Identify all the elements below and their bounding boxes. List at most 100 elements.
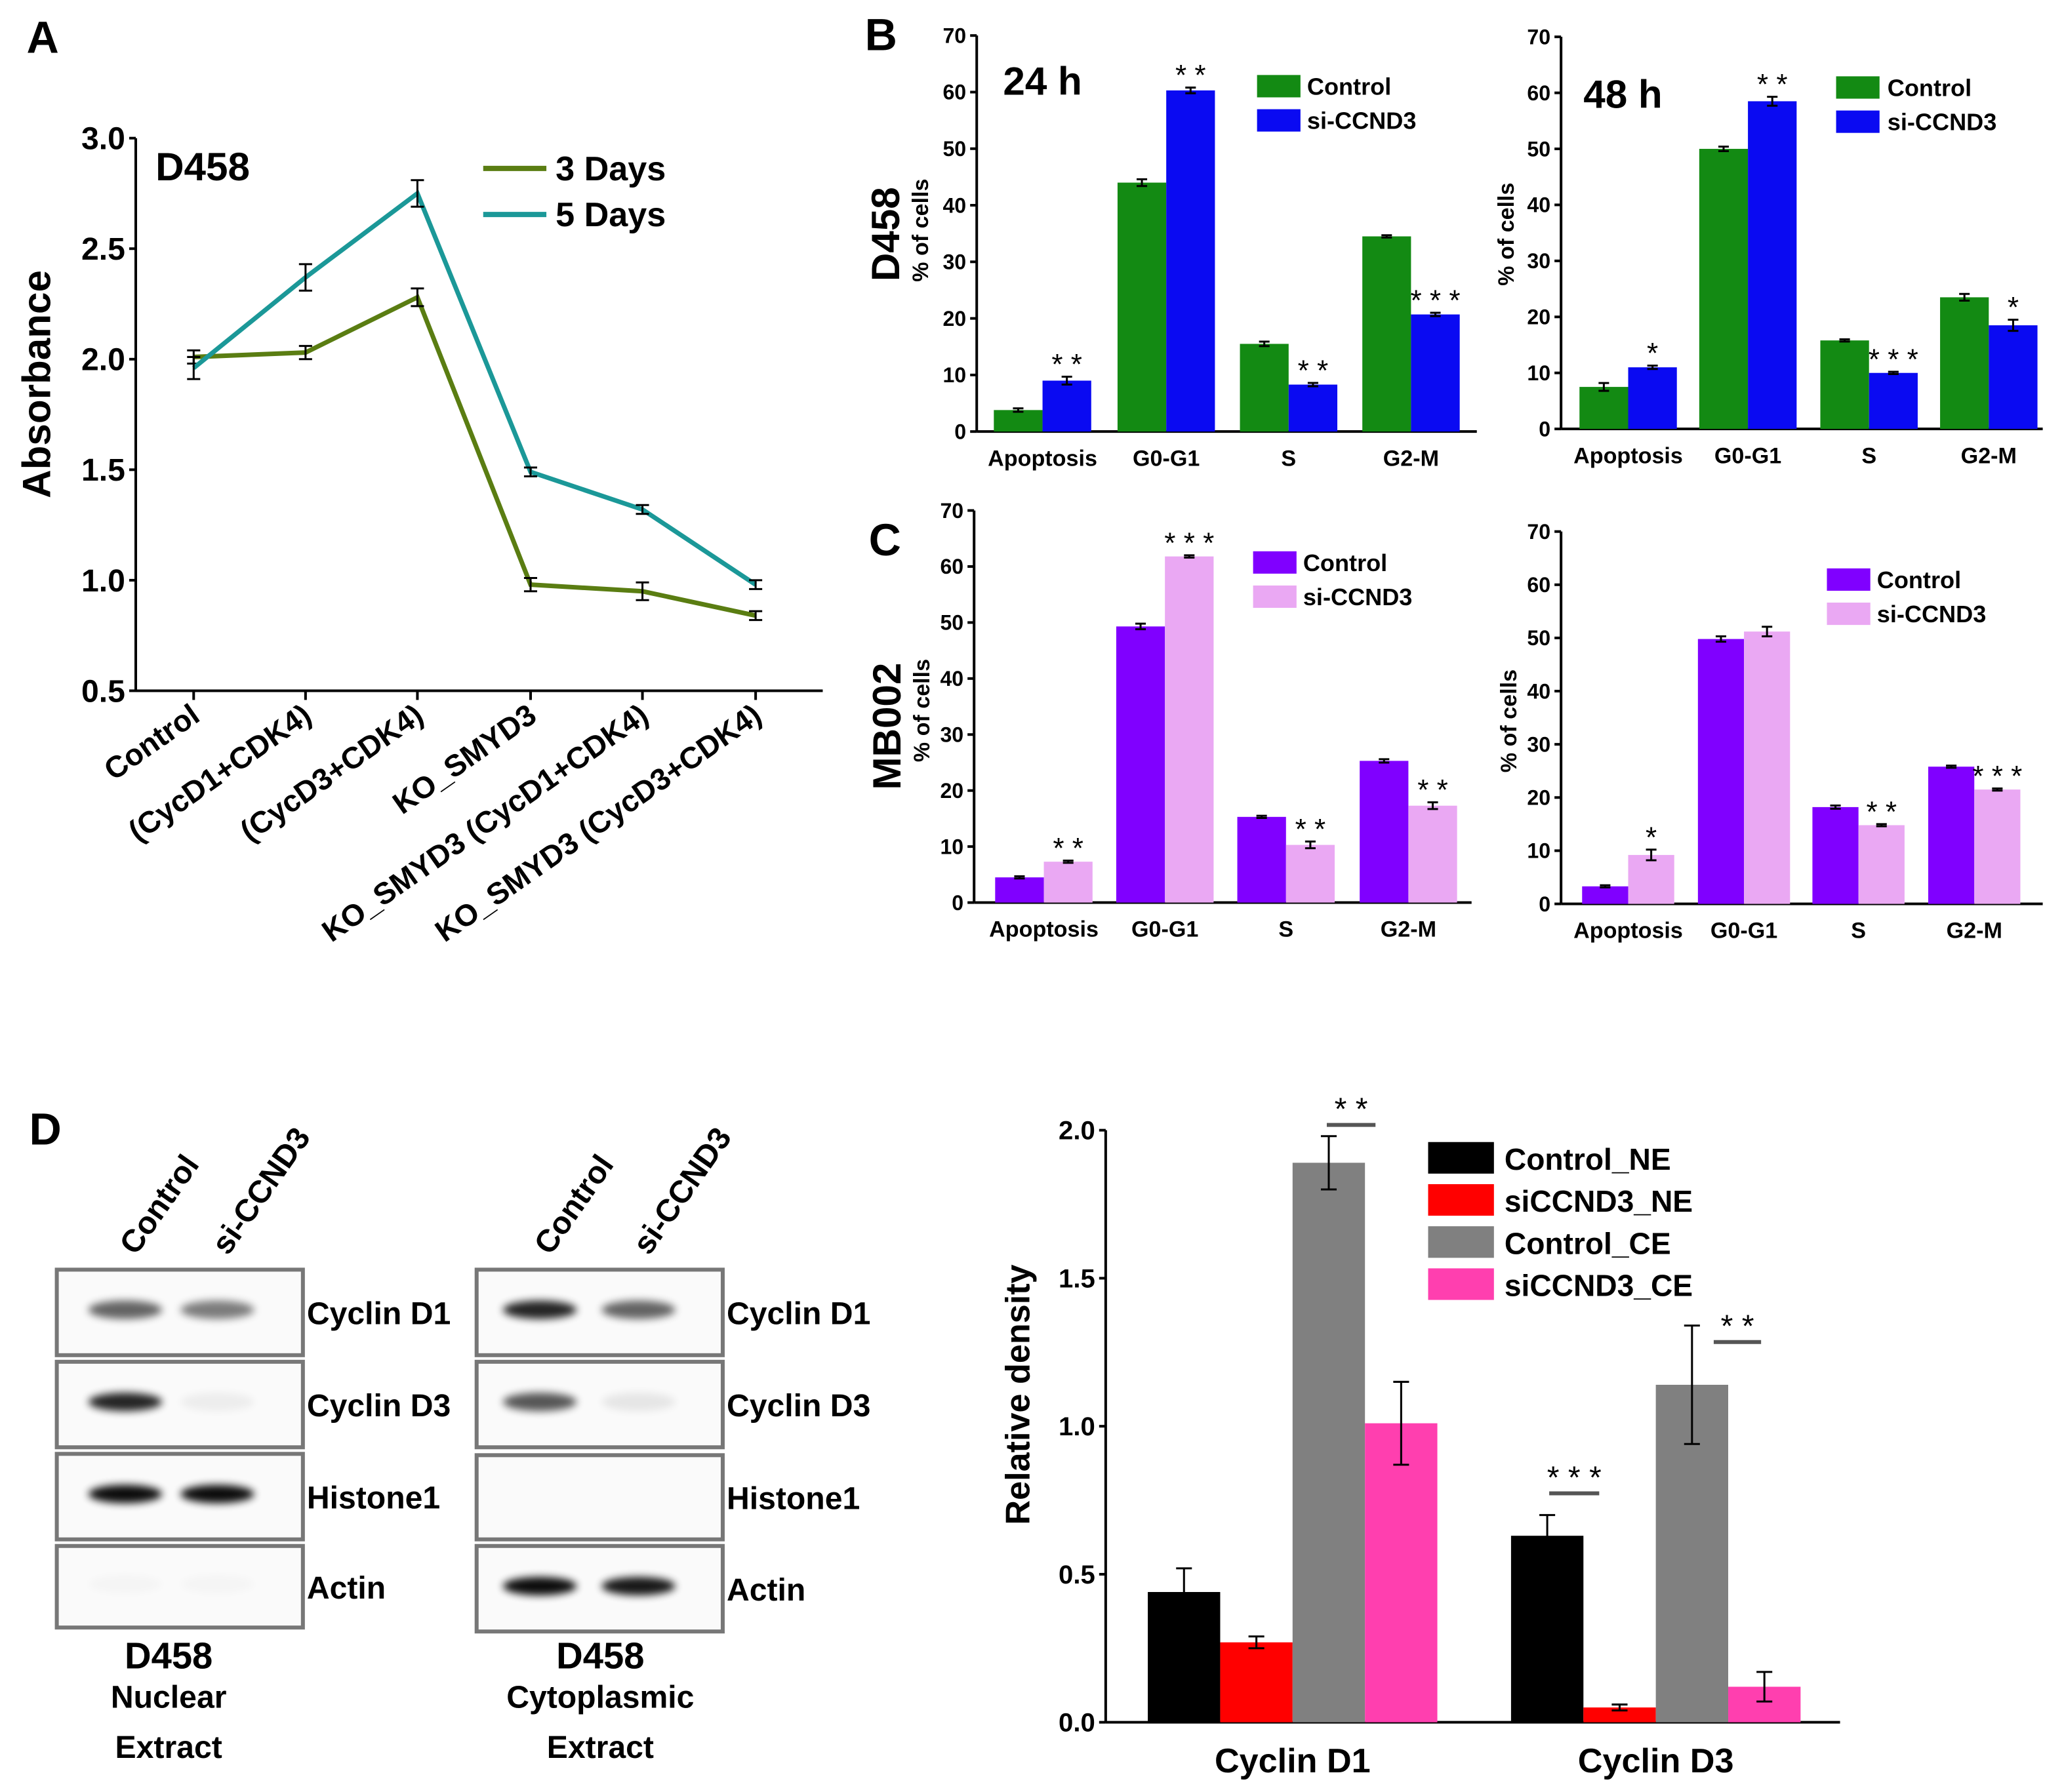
protein-band xyxy=(601,1300,676,1319)
blot-row-label: Actin xyxy=(307,1570,386,1606)
bar-control-g2-m xyxy=(1360,761,1409,903)
significance-marker: * * xyxy=(1757,69,1788,101)
y-tick-label: 70 xyxy=(940,499,963,523)
bar-si-ccnd3-g2-m xyxy=(1974,789,2021,904)
y-tick-label: 10 xyxy=(1527,839,1550,863)
x-tick-label: G0-G1 xyxy=(1131,917,1198,942)
blot-caption: D458 xyxy=(125,1635,212,1676)
y-tick-label: 0 xyxy=(954,420,966,443)
blot-strip-actin xyxy=(54,1543,305,1630)
bar-siccnd3_ce-cyclin-d1 xyxy=(1365,1423,1438,1722)
significance-marker: * * * xyxy=(1972,760,2022,792)
bar-si-ccnd3-g0-g1 xyxy=(1166,90,1215,432)
y-tick-label: 10 xyxy=(1527,361,1550,385)
chart-title: D458 xyxy=(155,145,250,189)
x-tick-label: G0-G1 xyxy=(1710,919,1777,944)
protein-band xyxy=(180,1484,254,1503)
significance-marker: * * * xyxy=(1411,285,1461,317)
y-tick-label: 20 xyxy=(940,779,963,803)
series-line-3-days xyxy=(193,294,756,618)
x-tick-label: (CycD1+CDK4) xyxy=(122,697,317,848)
y-tick-label: 50 xyxy=(1527,137,1550,161)
significance-marker: * * xyxy=(1295,813,1326,845)
y-tick-label: 1.0 xyxy=(1059,1412,1095,1441)
y-tick-label: 20 xyxy=(1527,786,1550,810)
y-tick-label: 60 xyxy=(1527,573,1550,597)
protein-band xyxy=(180,1392,254,1412)
blot-caption: Cytoplasmic xyxy=(506,1680,694,1715)
protein-band xyxy=(502,1300,577,1319)
bar-si-ccnd3-g2-m xyxy=(1408,805,1457,903)
bar-control-g0-g1 xyxy=(1117,182,1167,432)
protein-band xyxy=(502,1392,577,1412)
legend-label: Control xyxy=(1877,567,1961,593)
blot-row-label: Cyclin D3 xyxy=(307,1388,451,1424)
x-tick-label: G2-M xyxy=(1381,917,1436,942)
legend-label: siCCND3_CE xyxy=(1505,1269,1693,1303)
bar-si-ccnd3-g0-g1 xyxy=(1165,556,1214,903)
bar-control-s xyxy=(1812,806,1859,904)
blot-row-label: Histone1 xyxy=(307,1481,440,1516)
protein-band xyxy=(180,1300,254,1319)
x-tick-label: G2-M xyxy=(1961,443,2017,468)
y-tick-label: 30 xyxy=(1527,732,1550,756)
x-tick-label: Apoptosis xyxy=(988,446,1097,471)
legend-label: Control xyxy=(1888,74,1972,101)
bar-control-apoptosis xyxy=(1582,886,1629,904)
protein-band xyxy=(180,1575,254,1593)
x-tick-label: (CycD3+CDK4) xyxy=(234,697,430,848)
blot-caption: D458 xyxy=(556,1635,644,1676)
y-tick-label: 40 xyxy=(942,193,966,217)
significance-marker: * * xyxy=(1051,348,1082,380)
x-tick-label: G2-M xyxy=(1383,446,1439,471)
lane-label: Control xyxy=(527,1148,620,1260)
y-tick-label: 10 xyxy=(940,835,963,858)
y-tick-label: 3.0 xyxy=(81,121,125,157)
significance-marker: * xyxy=(2008,292,2019,324)
bar-control_ce-cyclin-d1 xyxy=(1292,1163,1366,1722)
panel-label-d: D xyxy=(29,1105,61,1155)
y-tick-label: 30 xyxy=(1527,249,1550,273)
significance-marker: * * * xyxy=(1869,344,1918,376)
significance-marker: * * xyxy=(1298,355,1329,387)
y-axis-label: % of cells xyxy=(1494,183,1519,286)
y-tick-label: 60 xyxy=(942,81,966,104)
blot-strip-histone1 xyxy=(474,1453,725,1542)
x-tick-label: Apoptosis xyxy=(1573,443,1683,468)
x-tick-label: Cyclin D3 xyxy=(1578,1742,1734,1780)
y-tick-label: 50 xyxy=(942,137,966,161)
legend-swatch xyxy=(1428,1184,1494,1216)
bar-control-s xyxy=(1240,344,1289,432)
series-line-5-days xyxy=(192,189,758,587)
legend-label: Control xyxy=(1307,73,1391,100)
legend-label: Control xyxy=(1303,549,1387,576)
y-tick-label: 70 xyxy=(1527,25,1550,49)
blot-caption: Extract xyxy=(115,1730,222,1765)
bar-control-g2-m xyxy=(1928,767,1975,904)
panel-label-b: B xyxy=(865,10,897,60)
legend-swatch xyxy=(1827,568,1871,591)
chart-title: 48 h xyxy=(1583,73,1662,117)
legend-label: si-CCND3 xyxy=(1303,584,1413,610)
significance-marker: * * xyxy=(1335,1092,1368,1127)
chart-title: 24 h xyxy=(1003,59,1082,103)
legend-swatch xyxy=(1257,75,1301,98)
y-tick-label: 30 xyxy=(942,250,966,274)
significance-marker: * xyxy=(1646,822,1657,854)
lane-label: si-CCND3 xyxy=(205,1121,317,1261)
significance-marker: * * * xyxy=(1164,527,1214,559)
legend-swatch xyxy=(1836,76,1880,99)
significance-marker: * * xyxy=(1053,832,1083,864)
row-label-mb002: MB002 xyxy=(865,663,909,790)
y-tick-label: 20 xyxy=(1527,306,1550,329)
bar-si-ccnd3-apoptosis xyxy=(1042,380,1091,432)
significance-marker: * * xyxy=(1175,60,1206,92)
blot-caption: Nuclear xyxy=(111,1680,227,1715)
x-tick-label: G0-G1 xyxy=(1714,443,1781,468)
legend-swatch xyxy=(1827,603,1871,626)
legend-label: siCCND3_NE xyxy=(1505,1184,1693,1218)
bar-control-s xyxy=(1237,816,1286,903)
legend-swatch xyxy=(1428,1268,1494,1300)
y-tick-label: 2.0 xyxy=(81,342,125,378)
